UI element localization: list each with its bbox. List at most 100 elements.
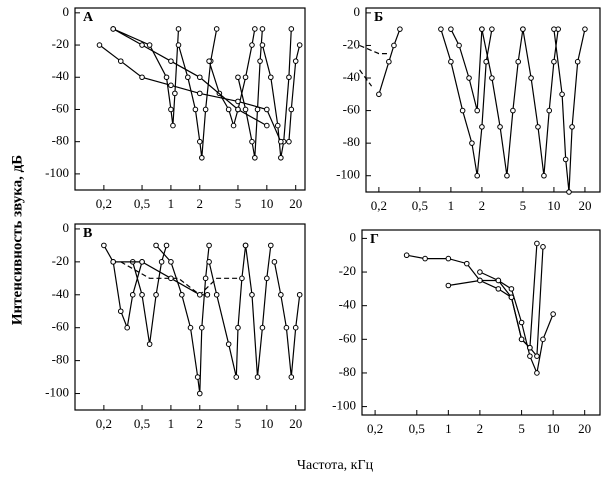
point xyxy=(117,58,124,64)
y-tick-label: -100 xyxy=(336,167,360,182)
point xyxy=(477,277,483,284)
point xyxy=(574,58,581,65)
point xyxy=(422,255,428,262)
point xyxy=(286,74,292,81)
point xyxy=(271,259,278,265)
series-line xyxy=(448,279,554,376)
y-tick-label: -20 xyxy=(343,36,360,51)
point xyxy=(528,75,534,81)
point xyxy=(582,26,588,32)
x-tick-label: 5 xyxy=(235,196,242,211)
series-line xyxy=(359,69,373,87)
point xyxy=(110,26,116,32)
panel-label: А xyxy=(83,10,94,25)
y-tick-label: 0 xyxy=(354,4,361,19)
plot-frame xyxy=(365,7,601,193)
x-tick-label: 0,5 xyxy=(412,198,428,213)
x-tick-label: 2 xyxy=(477,421,484,436)
point xyxy=(403,252,410,259)
point xyxy=(172,90,178,97)
plot-frame xyxy=(74,7,306,191)
series-line xyxy=(273,261,301,378)
point xyxy=(252,26,258,32)
x-tick-label: 2 xyxy=(197,416,204,431)
point xyxy=(489,26,495,32)
point xyxy=(96,42,103,48)
y-tick-label: -100 xyxy=(45,165,69,180)
y-tick-label: -40 xyxy=(52,68,69,83)
point xyxy=(101,242,107,249)
panel-label: Г xyxy=(370,232,379,247)
point xyxy=(456,42,462,49)
series-line xyxy=(479,243,538,350)
point xyxy=(257,58,263,64)
point xyxy=(551,58,557,65)
point xyxy=(268,74,274,81)
point xyxy=(139,42,145,48)
point xyxy=(110,259,116,265)
y-tick-label: 0 xyxy=(350,229,357,244)
x-tick-label: 20 xyxy=(578,421,591,436)
point xyxy=(259,42,266,48)
series-line xyxy=(208,245,247,378)
point xyxy=(153,242,159,249)
y-tick-label: -40 xyxy=(339,297,356,312)
point xyxy=(438,26,444,32)
x-tick-label: 20 xyxy=(289,196,302,211)
point xyxy=(459,107,466,114)
point xyxy=(196,138,203,145)
point xyxy=(445,282,452,289)
point xyxy=(540,336,546,343)
point xyxy=(448,58,454,65)
point xyxy=(242,242,249,249)
plot-frame xyxy=(74,223,306,411)
point xyxy=(497,124,503,130)
point xyxy=(252,154,258,161)
point xyxy=(566,189,572,195)
series-line xyxy=(103,245,143,330)
point xyxy=(448,26,454,32)
y-tick-label: -80 xyxy=(52,133,69,148)
point xyxy=(550,311,556,317)
point xyxy=(239,275,245,282)
point xyxy=(168,275,174,282)
point xyxy=(283,324,290,331)
y-tick-label: -20 xyxy=(52,253,69,268)
point xyxy=(196,291,203,298)
point xyxy=(242,106,249,113)
point xyxy=(204,291,211,298)
point xyxy=(466,75,472,81)
y-tick-label: -60 xyxy=(52,100,69,115)
series-line xyxy=(177,28,218,158)
point xyxy=(170,122,176,129)
point xyxy=(235,324,241,331)
point xyxy=(546,107,553,114)
x-tick-label: 0,2 xyxy=(96,196,112,211)
x-tick-label: 2 xyxy=(479,198,486,213)
x-axis-label: Частота, кГц xyxy=(297,458,374,473)
point xyxy=(397,26,403,32)
point xyxy=(202,275,209,282)
point xyxy=(474,107,480,114)
point xyxy=(520,26,526,32)
point xyxy=(376,91,382,98)
point xyxy=(562,156,569,163)
point xyxy=(163,242,170,249)
point xyxy=(199,154,205,161)
series-line xyxy=(261,28,292,158)
point xyxy=(213,26,220,32)
point xyxy=(264,122,270,129)
panel-label: Б xyxy=(374,10,383,25)
point xyxy=(139,259,145,265)
point xyxy=(495,286,502,292)
point xyxy=(194,374,201,380)
point xyxy=(534,353,540,359)
point xyxy=(268,242,274,249)
point xyxy=(175,26,182,32)
point xyxy=(535,124,541,130)
point xyxy=(168,106,174,113)
point xyxy=(569,124,575,130)
series-line xyxy=(378,28,401,95)
point xyxy=(489,75,495,81)
